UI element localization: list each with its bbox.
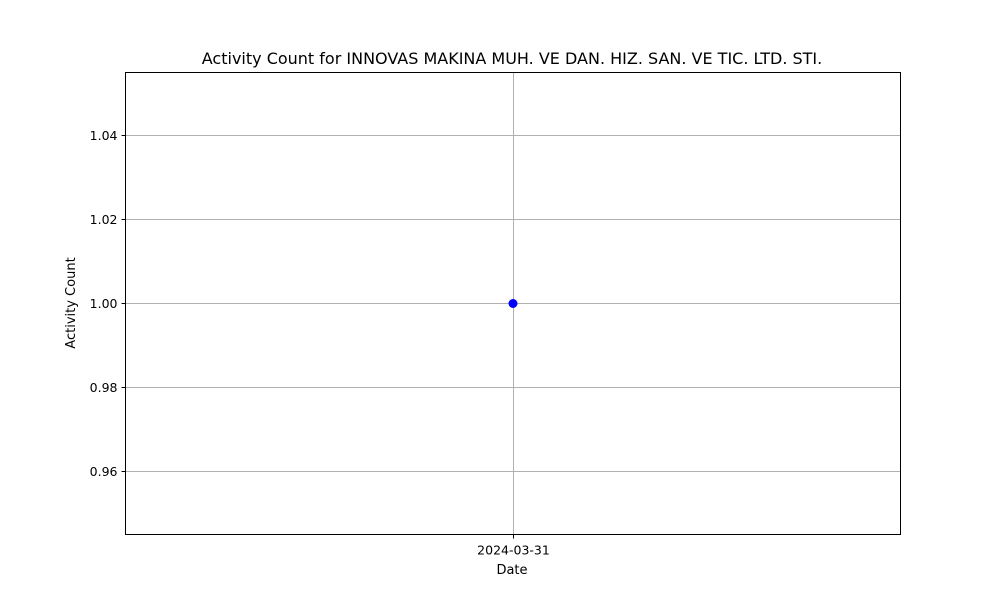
y-tick-label: 1.02: [90, 212, 118, 227]
chart-title: Activity Count for INNOVAS MAKINA MUH. V…: [202, 49, 822, 68]
data-point: [508, 299, 518, 308]
y-tick-label: 1.00: [90, 296, 118, 311]
y-tick-label: 0.96: [90, 464, 118, 479]
y-tick-label: 1.04: [90, 128, 118, 143]
x-tick-label: 2024-03-31: [477, 543, 550, 558]
data-layer: [508, 299, 518, 308]
y-axis-label: Activity Count: [64, 257, 79, 348]
x-axis-label: Date: [496, 563, 527, 578]
y-tick-label: 0.98: [90, 380, 118, 395]
ticks-layer: 0.96 0.98 1.00 1.02 1.04 2024-03-31: [90, 128, 550, 558]
